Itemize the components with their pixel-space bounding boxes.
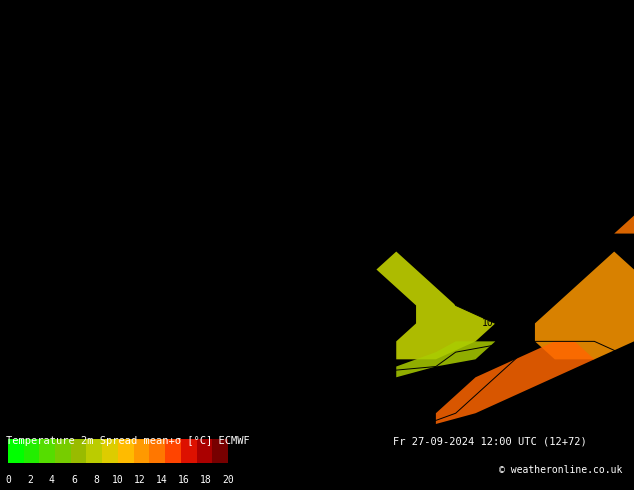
Bar — [134, 439, 150, 463]
Text: Fr 27-09-2024 12:00 UTC (12+72): Fr 27-09-2024 12:00 UTC (12+72) — [393, 436, 587, 446]
Text: 15: 15 — [608, 193, 620, 203]
Text: 12: 12 — [134, 475, 146, 485]
Bar — [102, 439, 118, 463]
Polygon shape — [436, 342, 595, 424]
Text: 5: 5 — [611, 13, 617, 23]
Text: 10: 10 — [172, 218, 184, 228]
Text: 14: 14 — [156, 475, 168, 485]
Polygon shape — [377, 251, 495, 359]
Bar — [212, 439, 228, 463]
Polygon shape — [535, 251, 634, 359]
Text: 18: 18 — [200, 475, 212, 485]
Text: 8: 8 — [93, 475, 99, 485]
Text: 10: 10 — [232, 254, 243, 264]
Text: 10: 10 — [438, 131, 450, 142]
Text: 20: 20 — [222, 475, 234, 485]
Text: 10: 10 — [53, 157, 65, 167]
Text: 0: 0 — [5, 475, 11, 485]
Bar — [165, 439, 181, 463]
Bar — [86, 439, 102, 463]
Bar — [55, 439, 71, 463]
Text: Temperature 2m Spread mean+σ [°C] ECMWF: Temperature 2m Spread mean+σ [°C] ECMWF — [6, 436, 250, 446]
Text: © weatheronline.co.uk: © weatheronline.co.uk — [498, 466, 622, 475]
Bar — [181, 439, 197, 463]
Text: 6: 6 — [71, 475, 77, 485]
Bar — [23, 439, 39, 463]
Text: 10: 10 — [331, 218, 343, 228]
Text: 15: 15 — [569, 390, 581, 400]
Bar — [39, 439, 55, 463]
Text: 10: 10 — [569, 157, 581, 167]
Text: 2: 2 — [27, 475, 33, 485]
Bar — [118, 439, 134, 463]
Text: 10: 10 — [462, 275, 474, 285]
Bar — [71, 439, 86, 463]
Text: 4: 4 — [49, 475, 55, 485]
Text: 10: 10 — [481, 318, 493, 328]
Text: 15: 15 — [608, 121, 620, 131]
Bar — [197, 439, 212, 463]
Polygon shape — [396, 342, 495, 377]
Text: 10: 10 — [112, 475, 124, 485]
Bar — [150, 439, 165, 463]
Text: 16: 16 — [178, 475, 190, 485]
Bar — [8, 439, 23, 463]
Polygon shape — [614, 0, 634, 234]
